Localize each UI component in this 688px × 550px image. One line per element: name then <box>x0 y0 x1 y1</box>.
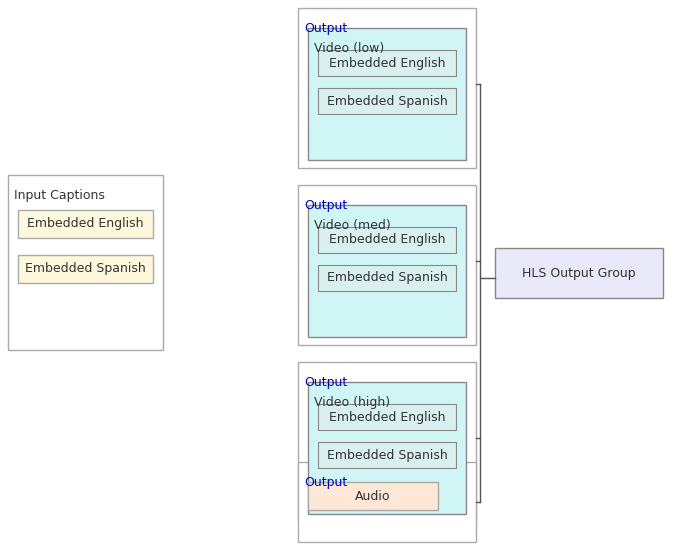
FancyBboxPatch shape <box>308 28 466 160</box>
FancyBboxPatch shape <box>18 255 153 283</box>
FancyBboxPatch shape <box>8 175 163 350</box>
Text: Embedded Spanish: Embedded Spanish <box>327 448 447 461</box>
FancyBboxPatch shape <box>308 205 466 337</box>
Text: Video (high): Video (high) <box>314 396 390 409</box>
FancyBboxPatch shape <box>298 362 476 522</box>
Text: Embedded English: Embedded English <box>329 57 445 69</box>
Text: Video (low): Video (low) <box>314 42 385 55</box>
FancyBboxPatch shape <box>318 227 456 253</box>
FancyBboxPatch shape <box>318 404 456 430</box>
FancyBboxPatch shape <box>318 442 456 468</box>
Text: Embedded English: Embedded English <box>28 217 144 230</box>
FancyBboxPatch shape <box>308 382 466 514</box>
Text: Audio: Audio <box>355 490 391 503</box>
Text: Embedded English: Embedded English <box>329 234 445 246</box>
FancyBboxPatch shape <box>308 482 438 510</box>
FancyBboxPatch shape <box>18 210 153 238</box>
Text: Embedded Spanish: Embedded Spanish <box>327 95 447 107</box>
FancyBboxPatch shape <box>298 462 476 542</box>
Text: Output: Output <box>304 476 347 489</box>
Text: Output: Output <box>304 199 347 212</box>
Text: Embedded English: Embedded English <box>329 410 445 424</box>
FancyBboxPatch shape <box>298 8 476 168</box>
FancyBboxPatch shape <box>318 50 456 76</box>
Text: Embedded Spanish: Embedded Spanish <box>327 272 447 284</box>
Text: Output: Output <box>304 376 347 389</box>
Text: HLS Output Group: HLS Output Group <box>522 267 636 279</box>
FancyBboxPatch shape <box>298 185 476 345</box>
Text: Output: Output <box>304 22 347 35</box>
FancyBboxPatch shape <box>318 88 456 114</box>
FancyBboxPatch shape <box>495 248 663 298</box>
Text: Video (med): Video (med) <box>314 219 391 232</box>
Text: Input Captions: Input Captions <box>14 189 105 202</box>
FancyBboxPatch shape <box>318 265 456 291</box>
Text: Embedded Spanish: Embedded Spanish <box>25 262 146 276</box>
